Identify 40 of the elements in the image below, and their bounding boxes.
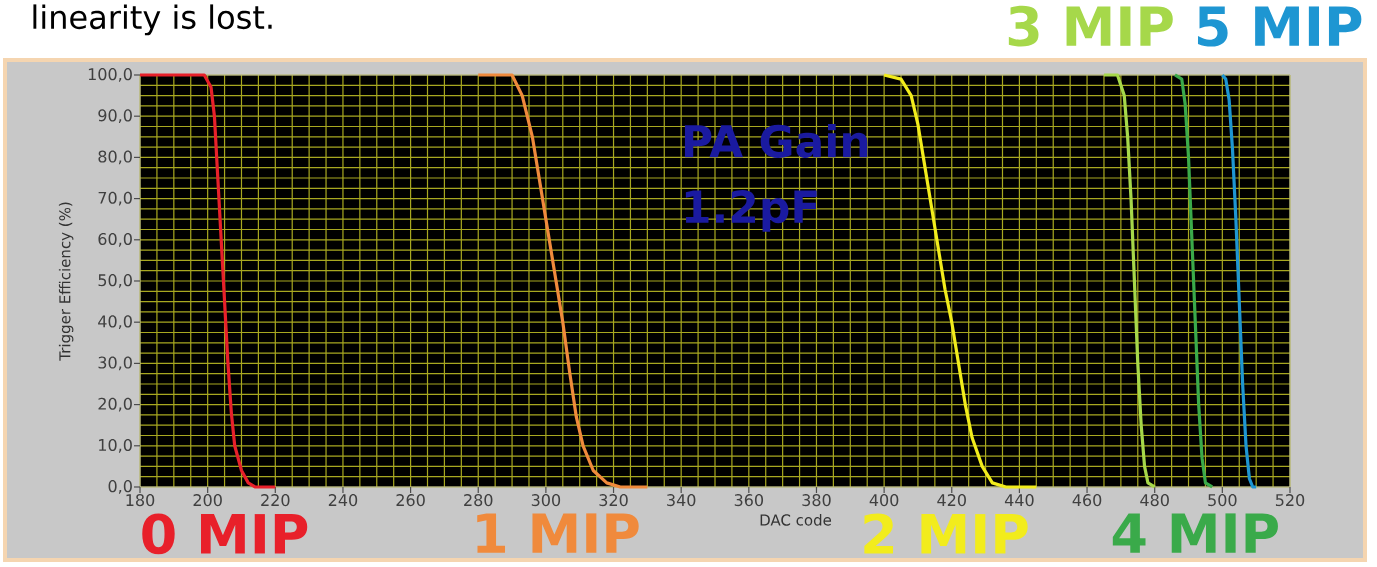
x-tick-label: 500 [1208, 494, 1237, 507]
y-tick-label: 50,0 [98, 274, 132, 288]
y-tick-label: 30,0 [98, 356, 132, 371]
x-tick-label: 360 [734, 494, 764, 507]
x-tick-label: 220 [261, 494, 290, 507]
y-axis-title: Trigger Efficiency (%) [58, 202, 74, 361]
series-label: 3 MIP [1008, 5, 1173, 47]
text: linearity is lost. [33, 4, 272, 36]
x-tick-label: 440 [1004, 494, 1034, 507]
x-tick-label: 280 [464, 494, 493, 507]
x-axis-title: DAC code [760, 514, 832, 526]
line-series [476, 73, 649, 489]
y-tick-label: 80,0 [98, 150, 132, 165]
x-tick-label: 180 [126, 494, 155, 507]
line-series [1173, 73, 1214, 489]
y-tick-label: 60,0 [98, 232, 132, 247]
y-tick-label: 90,0 [98, 109, 132, 124]
x-tick-label: 480 [1140, 494, 1169, 507]
x-tick-label: 380 [802, 494, 831, 507]
y-tick-label: 10,0 [99, 438, 132, 453]
x-tick-label: 240 [328, 494, 358, 507]
x-tick-label: 420 [937, 494, 966, 507]
y-tick-label: 0,0 [108, 480, 132, 494]
x-tick-label: 460 [1072, 494, 1102, 507]
series-label: 0 MIP [142, 513, 308, 555]
series-label: 4 MIP [1112, 513, 1278, 553]
x-tick-label: 520 [1275, 494, 1305, 507]
y-tick-label: 100,0 [88, 68, 132, 82]
series-label: 1 MIP [477, 513, 639, 553]
x-tick-label: 260 [396, 494, 425, 507]
y-tick-label: 70,0 [98, 191, 132, 206]
x-tick-label: 400 [869, 494, 899, 507]
x-tick-label: 340 [667, 494, 696, 507]
series-label: 2 MIP [864, 513, 1028, 554]
y-tick-label: 20,0 [98, 397, 132, 412]
x-tick-label: 320 [599, 494, 628, 507]
x-tick-label: 200 [193, 494, 222, 507]
y-tick-label: 40,0 [98, 315, 132, 330]
x-tick-label: 300 [531, 494, 561, 507]
series-label: 5 MIP [1197, 6, 1362, 47]
